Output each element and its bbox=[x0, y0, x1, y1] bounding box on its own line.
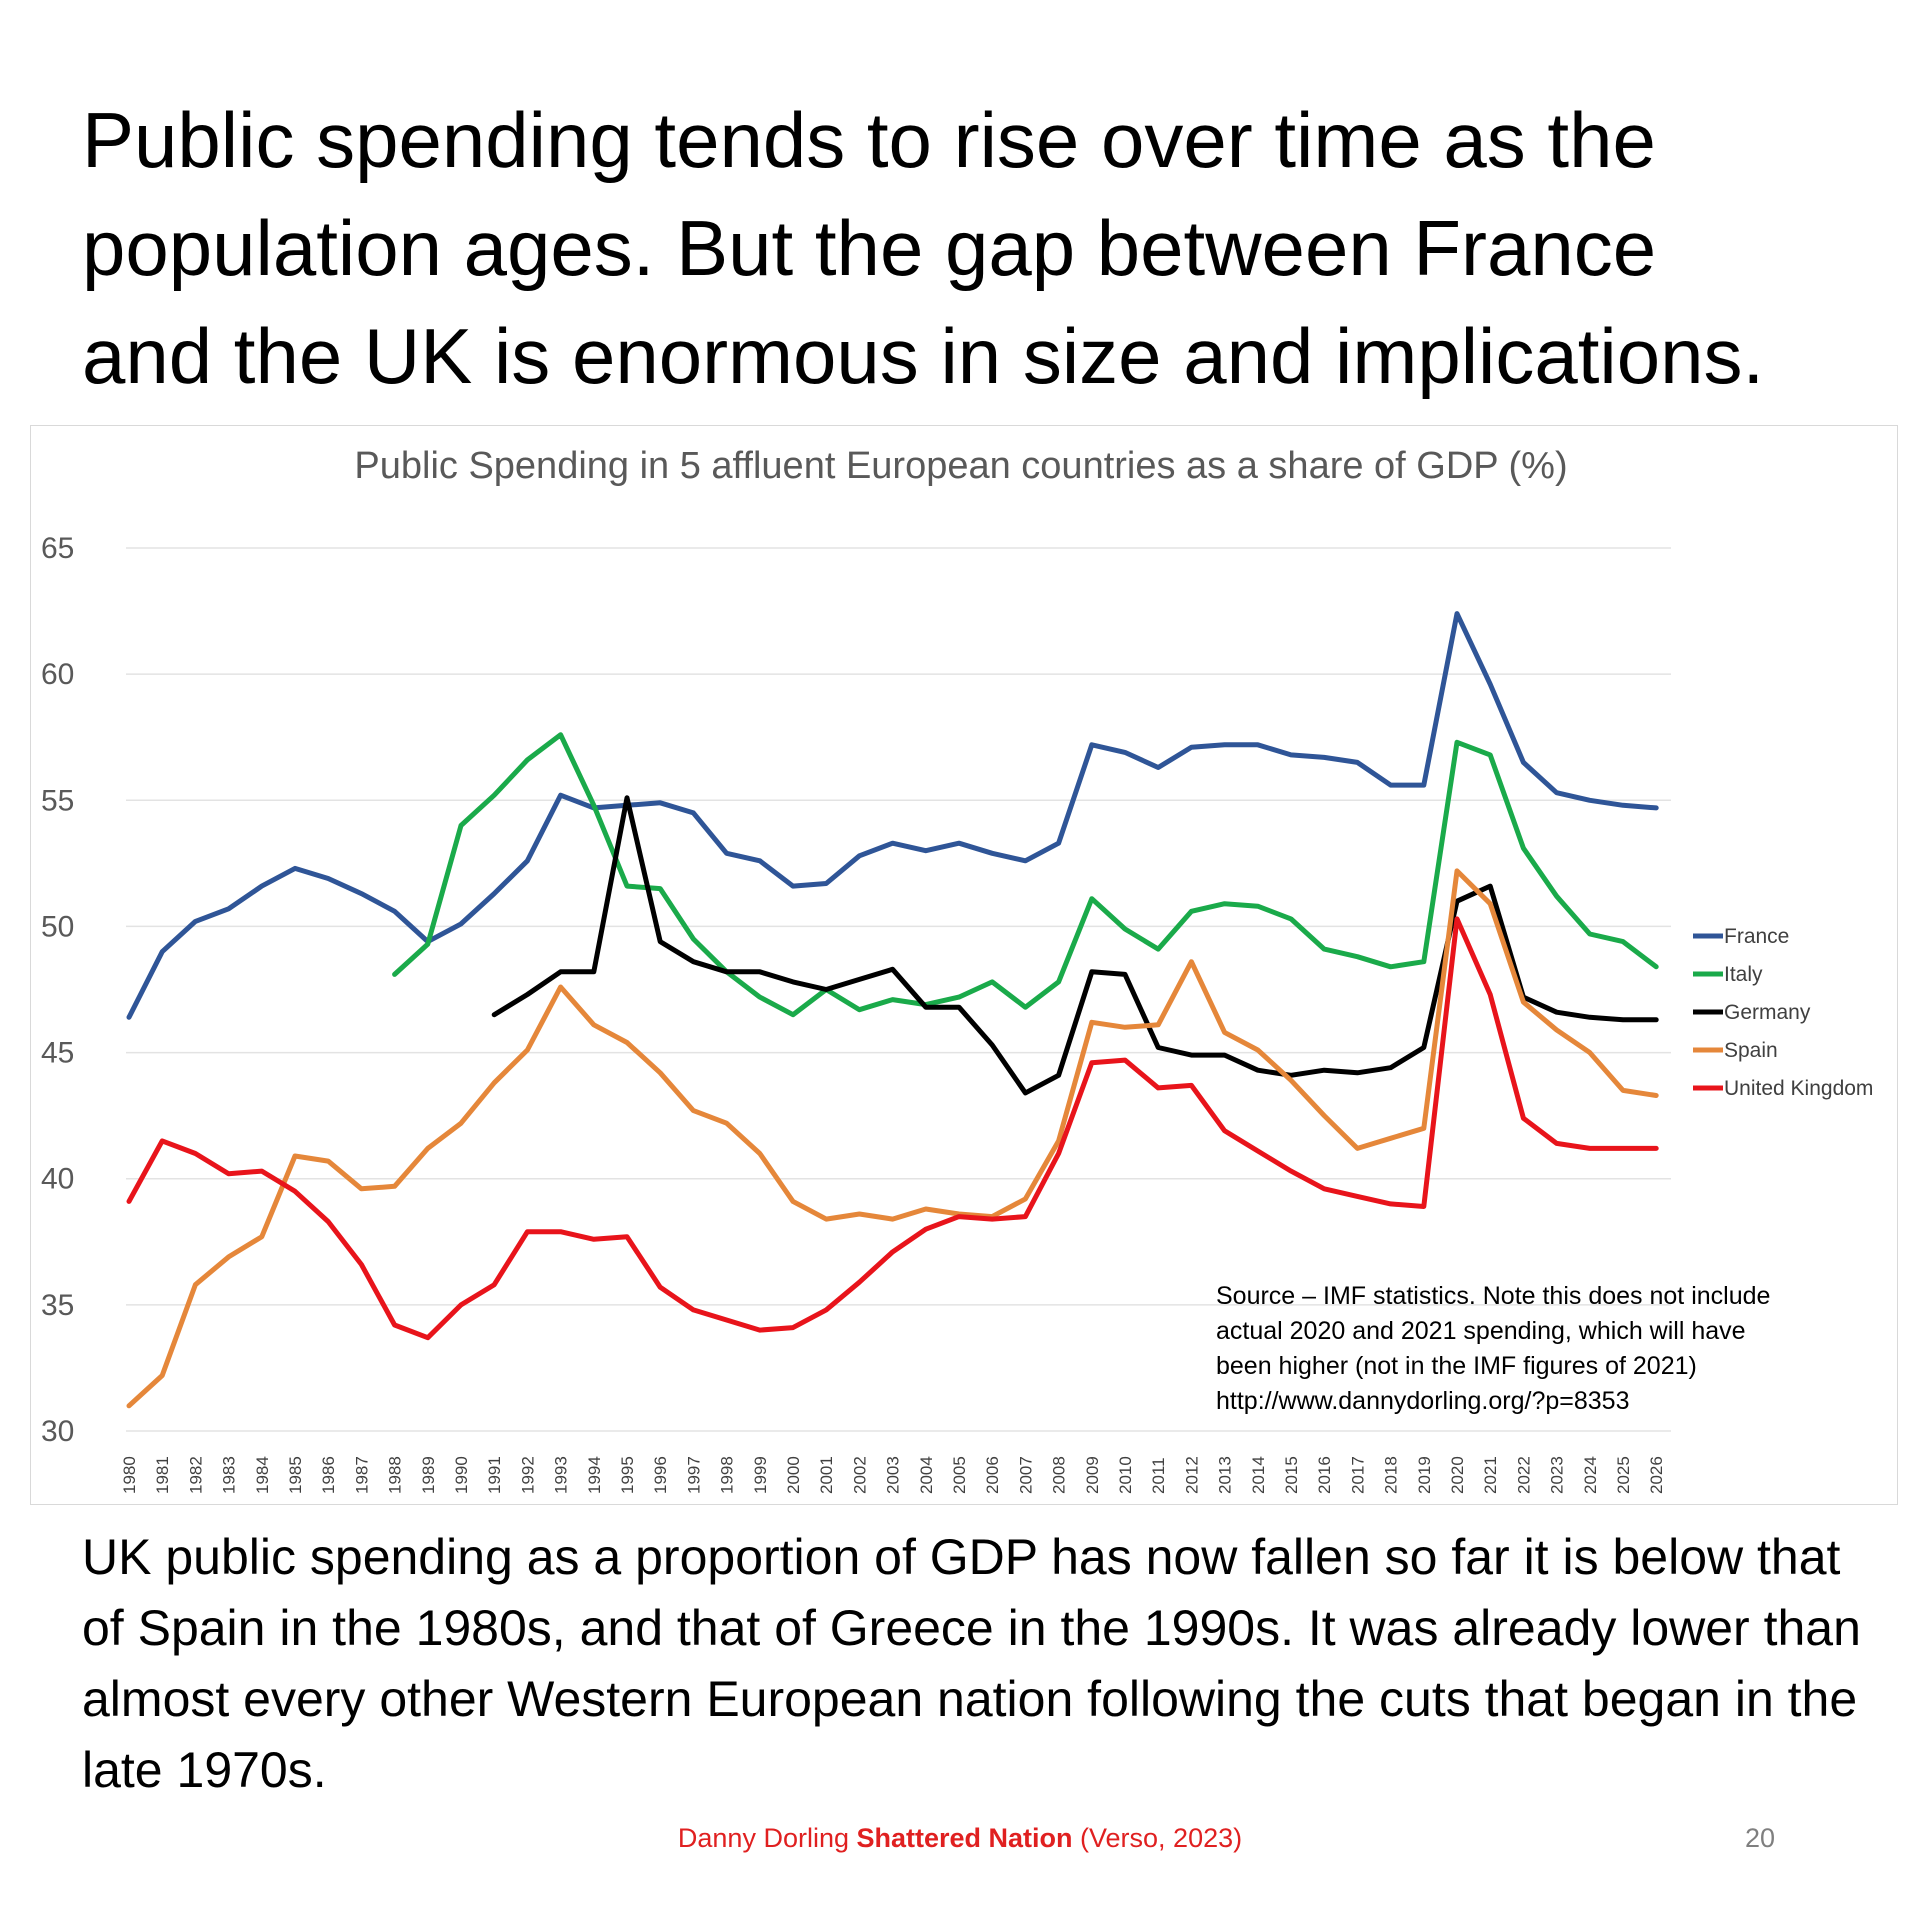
x-tick-label: 2019 bbox=[1415, 1456, 1434, 1494]
y-tick-label: 55 bbox=[41, 784, 74, 817]
annotation-line-1: Source – IMF statistics. Note this does … bbox=[1216, 1282, 1770, 1310]
x-tick-label: 1999 bbox=[751, 1456, 770, 1494]
series-line-spain bbox=[126, 868, 1659, 1409]
y-tick-label: 65 bbox=[41, 532, 74, 565]
series-line-germany bbox=[491, 795, 1659, 1096]
annotation-line-2: actual 2020 and 2021 spending, which wil… bbox=[1216, 1317, 1746, 1345]
x-tick-label: 2016 bbox=[1315, 1456, 1334, 1494]
x-tick-label: 2011 bbox=[1149, 1457, 1168, 1494]
legend-label-italy: Italy bbox=[1724, 963, 1763, 986]
headline: Public spending tends to rise over time … bbox=[82, 86, 1862, 410]
x-tick-label: 1992 bbox=[518, 1456, 537, 1494]
x-tick-label: 2022 bbox=[1514, 1456, 1533, 1494]
y-tick-label: 40 bbox=[41, 1163, 74, 1196]
x-tick-label: 1997 bbox=[684, 1456, 703, 1494]
x-tick-label: 1990 bbox=[452, 1456, 471, 1494]
y-axis-tick-labels: 30 35 40 45 50 55 60 65 bbox=[41, 532, 74, 1448]
x-tick-label: 1980 bbox=[120, 1456, 139, 1494]
x-tick-label: 1998 bbox=[718, 1456, 737, 1494]
x-tick-label: 2007 bbox=[1016, 1456, 1035, 1494]
x-tick-label: 2023 bbox=[1548, 1456, 1567, 1494]
y-tick-label: 35 bbox=[41, 1289, 74, 1322]
footer-author: Danny Dorling bbox=[677, 1823, 857, 1853]
body-text: UK public spending as a proportion of GD… bbox=[82, 1529, 1861, 1798]
series-line-italy bbox=[392, 732, 1659, 1018]
x-tick-label: 2026 bbox=[1647, 1456, 1666, 1494]
x-tick-label: 2004 bbox=[917, 1456, 936, 1494]
x-tick-label: 1991 bbox=[485, 1456, 504, 1494]
series-lines bbox=[126, 611, 1659, 1409]
y-tick-label: 30 bbox=[41, 1415, 74, 1448]
x-tick-label: 1996 bbox=[651, 1456, 670, 1494]
series-line-united-kingdom bbox=[126, 916, 1659, 1341]
x-tick-label: 2001 bbox=[817, 1456, 836, 1494]
x-tick-label: 2008 bbox=[1050, 1456, 1069, 1494]
x-tick-label: 2012 bbox=[1182, 1456, 1201, 1494]
legend-label-united-kingdom: United Kingdom bbox=[1724, 1077, 1873, 1100]
x-tick-label: 2000 bbox=[784, 1456, 803, 1494]
legend-label-france: France bbox=[1724, 925, 1789, 948]
x-tick-label: 2013 bbox=[1216, 1456, 1235, 1494]
page-number: 20 bbox=[1745, 1823, 1776, 1853]
x-tick-label: 2015 bbox=[1282, 1456, 1301, 1494]
x-tick-label: 1995 bbox=[618, 1456, 637, 1494]
x-tick-label: 2002 bbox=[850, 1456, 869, 1494]
headline-line-1: Public spending tends to rise over time … bbox=[82, 96, 1656, 184]
x-tick-label: 1988 bbox=[386, 1456, 405, 1494]
x-tick-label: 2005 bbox=[950, 1456, 969, 1494]
x-tick-label: 1985 bbox=[286, 1456, 305, 1494]
chart-title: Public Spending in 5 affluent European c… bbox=[354, 445, 1567, 487]
annotation-line-3: been higher (not in the IMF figures of 2… bbox=[1216, 1352, 1697, 1380]
x-tick-label: 2020 bbox=[1448, 1456, 1467, 1494]
x-tick-label: 1993 bbox=[552, 1456, 571, 1494]
x-tick-label: 1982 bbox=[186, 1456, 205, 1494]
series-line-france bbox=[126, 611, 1659, 1020]
x-tick-label: 1994 bbox=[585, 1456, 604, 1494]
x-tick-label: 1984 bbox=[253, 1456, 272, 1494]
legend-label-spain: Spain bbox=[1724, 1039, 1778, 1062]
x-tick-label: 1987 bbox=[352, 1456, 371, 1494]
x-tick-label: 2025 bbox=[1614, 1456, 1633, 1494]
x-tick-label: 1986 bbox=[319, 1456, 338, 1494]
legend: France Italy Germany Spain United Kingdom bbox=[1693, 925, 1873, 1100]
x-tick-label: 2006 bbox=[983, 1456, 1002, 1494]
headline-line-2: population ages. But the gap between Fra… bbox=[82, 204, 1657, 292]
x-tick-label: 2003 bbox=[884, 1456, 903, 1494]
footer-book-title: Shattered Nation bbox=[856, 1823, 1073, 1853]
x-axis-tick-labels: 1980 1981 1982 1983 1984 1985 1986 1987 1988 1989… bbox=[120, 1456, 1666, 1494]
x-tick-label: 2021 bbox=[1481, 1456, 1500, 1494]
legend-label-germany: Germany bbox=[1724, 1001, 1811, 1024]
x-tick-label: 2010 bbox=[1116, 1456, 1135, 1494]
y-tick-label: 50 bbox=[41, 910, 74, 943]
annotation-line-4: http://www.dannydorling.org/?p=8353 bbox=[1216, 1387, 1629, 1415]
footer-credit: Danny Dorling Shattered Nation (Verso, 2… bbox=[0, 1823, 1920, 1854]
footer-publisher: (Verso, 2023) bbox=[1072, 1823, 1243, 1853]
y-tick-label: 45 bbox=[41, 1037, 74, 1070]
x-tick-label: 1983 bbox=[220, 1456, 239, 1494]
x-tick-label: 2014 bbox=[1249, 1456, 1268, 1494]
x-tick-label: 2009 bbox=[1083, 1456, 1102, 1494]
source-annotation: Source – IMF statistics. Note this does … bbox=[1216, 1282, 1770, 1415]
chart-frame: Public Spending in 5 affluent European c… bbox=[30, 425, 1898, 1505]
x-tick-label: 1989 bbox=[419, 1456, 438, 1494]
line-chart: Public Spending in 5 affluent European c… bbox=[41, 445, 1873, 1494]
x-tick-label: 2017 bbox=[1348, 1456, 1367, 1494]
x-tick-label: 1981 bbox=[153, 1456, 172, 1494]
y-tick-label: 60 bbox=[41, 658, 74, 691]
headline-line-3: and the UK is enormous in size and impli… bbox=[82, 312, 1765, 400]
x-tick-label: 2024 bbox=[1581, 1456, 1600, 1494]
x-tick-label: 2018 bbox=[1382, 1456, 1401, 1494]
